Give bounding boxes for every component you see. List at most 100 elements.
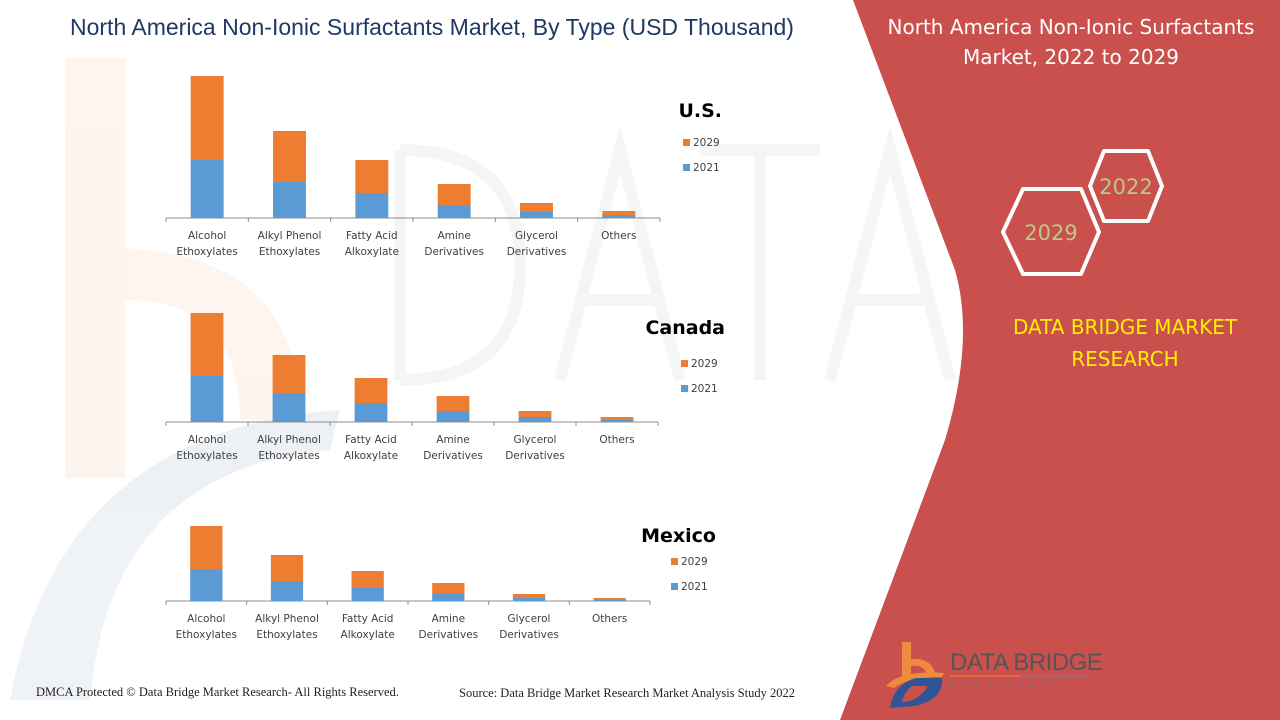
copyright-notice: DMCA Protected © Data Bridge Market Rese… — [36, 685, 399, 699]
legend-label-2021: 2021 — [693, 162, 720, 174]
x-tick-label: Amine — [432, 613, 465, 625]
x-tick-label: Alkyl Phenol — [258, 230, 322, 242]
bar-2021 — [602, 215, 636, 218]
x-tick-label: Amine — [436, 434, 469, 446]
watermark-text — [394, 126, 956, 386]
bar-2029 — [190, 76, 224, 160]
bar-2021 — [436, 411, 470, 422]
legend-label-2029: 2029 — [681, 556, 708, 568]
chart-us: Alcohol Ethoxylates Alkyl Phenol Ethoxylate… — [165, 76, 722, 258]
bar-2021 — [432, 594, 465, 601]
red-side-panel — [840, 0, 1280, 720]
x-tick-label: Ethoxylates — [256, 629, 317, 641]
logo-icon — [886, 642, 944, 708]
legend-label-2029: 2029 — [693, 137, 720, 149]
bar-2021 — [520, 212, 553, 218]
x-tick-label: Ethoxylates — [176, 629, 237, 641]
x-tick-label: Glycerol — [514, 434, 557, 446]
bar-2021 — [190, 376, 224, 422]
x-tick-label: Derivatives — [507, 246, 567, 258]
bar-2021 — [512, 598, 546, 601]
x-tick-label: Fatty Acid — [342, 613, 394, 625]
x-tick-label: Alkyl Phenol — [255, 613, 319, 625]
bar-2029 — [270, 555, 304, 581]
hexagon-2022 — [1088, 149, 1164, 223]
legend-swatch-2021 — [683, 164, 690, 171]
bar-2029 — [432, 583, 465, 594]
brand-text: DATA BRIDGE MARKET RESEARCH — [975, 311, 1275, 375]
charts: Alcohol Ethoxylates Alkyl Phenol Ethoxylate… — [165, 76, 725, 641]
x-tick-label: Ethoxylates — [176, 246, 237, 258]
legend-swatch-2021 — [671, 583, 678, 590]
x-tick-label: Glycerol — [508, 613, 551, 625]
data-bridge-logo: DATA BRIDGE MARKET RESEARCH — [886, 642, 1103, 708]
bar-2021 — [273, 182, 306, 218]
logo-subtitle: MARKET RESEARCH — [950, 681, 1060, 688]
bar-2021 — [355, 193, 389, 218]
bar-2029 — [436, 396, 470, 411]
x-tick-label: Others — [599, 434, 634, 446]
x-tick-label: Derivatives — [499, 629, 559, 641]
bar-2029 — [190, 313, 224, 376]
logo-name: DATA BRIDGE — [950, 649, 1102, 676]
legend-label-2021: 2021 — [691, 383, 718, 395]
x-tick-label: Ethoxylates — [259, 246, 320, 258]
hexagon-2029 — [1001, 187, 1101, 276]
bar-2029 — [512, 594, 546, 598]
x-tick-label: Alkoxylate — [341, 629, 395, 641]
bar-2029 — [593, 598, 626, 600]
legend-swatch-2029 — [683, 139, 690, 146]
bar-2021 — [351, 588, 384, 601]
x-tick-label: Alkoxylate — [344, 450, 398, 462]
brand-line1: DATA BRIDGE MARKET — [1012, 315, 1238, 339]
x-tick-label: Others — [592, 613, 627, 625]
chart-title: Mexico — [641, 525, 716, 547]
bar-2029 — [273, 131, 306, 182]
bar-2021 — [518, 417, 552, 422]
x-tick-label: Ethoxylates — [258, 450, 319, 462]
bar-2021 — [270, 581, 304, 601]
brand-line2: RESEARCH — [1071, 347, 1179, 371]
bar-2029 — [355, 160, 389, 193]
chart-title: U.S. — [678, 100, 722, 122]
bar-2021 — [437, 205, 471, 218]
x-tick-label: Alcohol — [188, 230, 226, 242]
legend-label-2021: 2021 — [681, 581, 708, 593]
legend-swatch-2021 — [681, 385, 688, 392]
hex-year-2022: 2022 — [1099, 175, 1152, 199]
hex-year-2029: 2029 — [1024, 221, 1077, 245]
chart-mexico: Alcohol Ethoxylates Alkyl Phenol Ethoxylate… — [165, 525, 716, 641]
bar-2021 — [600, 420, 634, 422]
bar-2029 — [437, 184, 471, 205]
x-tick-label: Alkyl Phenol — [257, 434, 321, 446]
x-tick-label: Glycerol — [515, 230, 558, 242]
x-tick-label: Fatty Acid — [345, 434, 397, 446]
x-tick-label: Derivatives — [423, 450, 483, 462]
x-tick-label: Alcohol — [188, 434, 226, 446]
bar-2021 — [272, 393, 306, 422]
x-tick-label: Ethoxylates — [176, 450, 237, 462]
bar-2021 — [593, 600, 626, 601]
legend-swatch-2029 — [681, 360, 688, 367]
chart-canada: Alcohol Ethoxylates Alkyl Phenol Ethoxylate… — [165, 313, 725, 462]
bar-2029 — [518, 411, 552, 417]
chart-title: Canada — [645, 317, 725, 339]
bar-2029 — [602, 211, 636, 215]
side-title-line1: North America Non-Ionic Surfactants — [887, 15, 1255, 39]
bar-2029 — [351, 571, 384, 588]
bar-2021 — [190, 160, 224, 218]
x-tick-label: Alkoxylate — [345, 246, 399, 258]
watermark-logo — [10, 58, 340, 700]
x-tick-label: Fatty Acid — [346, 230, 398, 242]
x-tick-label: Derivatives — [419, 629, 479, 641]
bar-2029 — [354, 378, 388, 403]
x-tick-label: Derivatives — [424, 246, 484, 258]
source-note: Source: Data Bridge Market Research Mark… — [459, 686, 796, 700]
side-title-line2: Market, 2022 to 2029 — [962, 45, 1180, 69]
bar-2029 — [600, 417, 634, 420]
legend-swatch-2029 — [671, 558, 678, 565]
bar-2021 — [190, 569, 223, 601]
x-tick-label: Alcohol — [187, 613, 225, 625]
side-panel-title: North America Non-Ionic Surfactants Mark… — [862, 12, 1280, 72]
